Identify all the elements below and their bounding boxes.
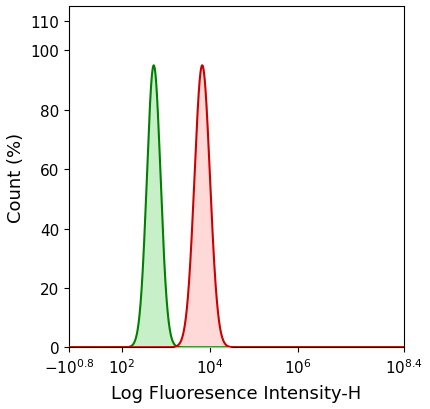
Y-axis label: Count (%): Count (%) <box>7 132 25 222</box>
X-axis label: Log Fluoresence Intensity-H: Log Fluoresence Intensity-H <box>111 384 362 402</box>
